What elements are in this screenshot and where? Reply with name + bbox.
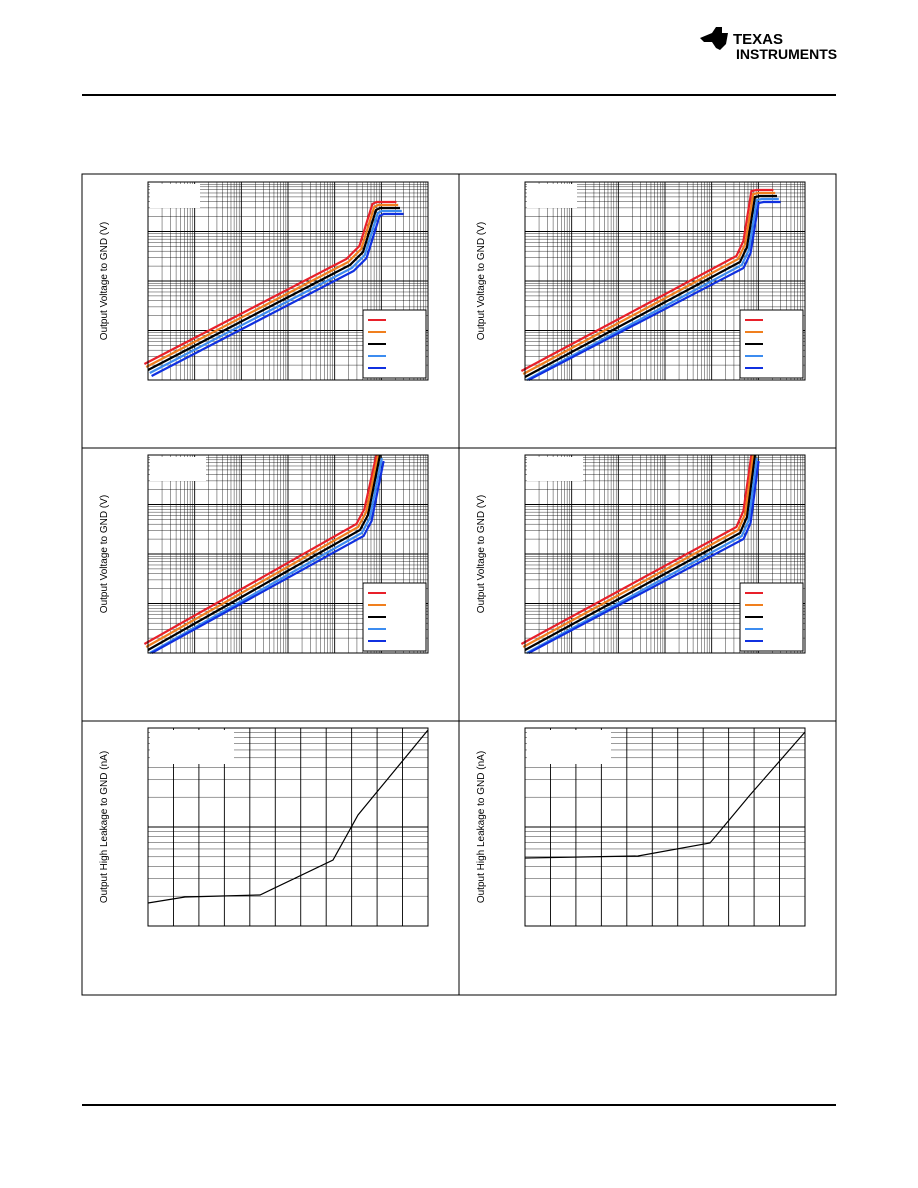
y-axis-label: Output Voltage to GND (V)	[476, 222, 487, 340]
y-axis-label: Output High Leakage to GND (nA)	[476, 751, 487, 903]
plot-frame	[524, 454, 806, 654]
curve	[528, 200, 781, 381]
y-axis-label: Output High Leakage to GND (nA)	[99, 751, 110, 903]
curve	[526, 197, 779, 381]
inset-label-box	[527, 730, 611, 764]
curve	[524, 454, 757, 651]
y-axis-label: Output Voltage to GND (V)	[99, 495, 110, 613]
curve	[143, 200, 397, 365]
logo-text: INSTRUMENTS	[736, 46, 837, 62]
chart-panel: Output High Leakage to GND (nA)	[476, 727, 806, 927]
logo: TEXAS INSTRUMENTS	[700, 27, 837, 62]
y-axis-label: Output Voltage to GND (V)	[476, 495, 487, 613]
plot-frame	[147, 727, 429, 927]
curve	[147, 206, 400, 371]
curve	[149, 209, 402, 374]
chart-panel: Output High Leakage to GND (nA)	[99, 727, 429, 927]
curve	[145, 203, 399, 368]
curve	[522, 191, 776, 375]
y-axis-label: Output Voltage to GND (V)	[99, 222, 110, 340]
curve	[526, 457, 758, 654]
curve	[524, 194, 777, 378]
curve	[524, 731, 806, 859]
plot-frame	[524, 181, 806, 381]
chart-panel: Output Voltage to GND (V)	[476, 181, 806, 381]
curve	[520, 188, 774, 372]
inset-label-box	[150, 184, 200, 208]
inset-label-box	[150, 730, 234, 764]
curve	[151, 460, 385, 654]
inset-label-box	[527, 457, 583, 481]
chart-panel: Output Voltage to GND (V)	[476, 454, 806, 654]
curve	[149, 457, 383, 654]
curve	[147, 454, 382, 651]
curve	[147, 729, 429, 904]
legend	[362, 582, 427, 652]
curve	[145, 454, 380, 648]
curve	[522, 454, 755, 648]
plot-frame	[147, 454, 429, 654]
chart-panel: Output Voltage to GND (V)	[99, 454, 429, 654]
curve	[143, 454, 378, 645]
logo-mark	[700, 27, 728, 50]
inset-label-box	[527, 184, 577, 208]
chart-panel: Output Voltage to GND (V)	[99, 181, 429, 381]
plot-frame	[524, 727, 806, 927]
logo-text: TEXAS	[733, 31, 783, 48]
plot-frame	[147, 181, 429, 381]
inset-label-box	[150, 457, 206, 481]
curve	[528, 460, 760, 654]
curve	[520, 454, 753, 645]
curve	[151, 212, 404, 377]
